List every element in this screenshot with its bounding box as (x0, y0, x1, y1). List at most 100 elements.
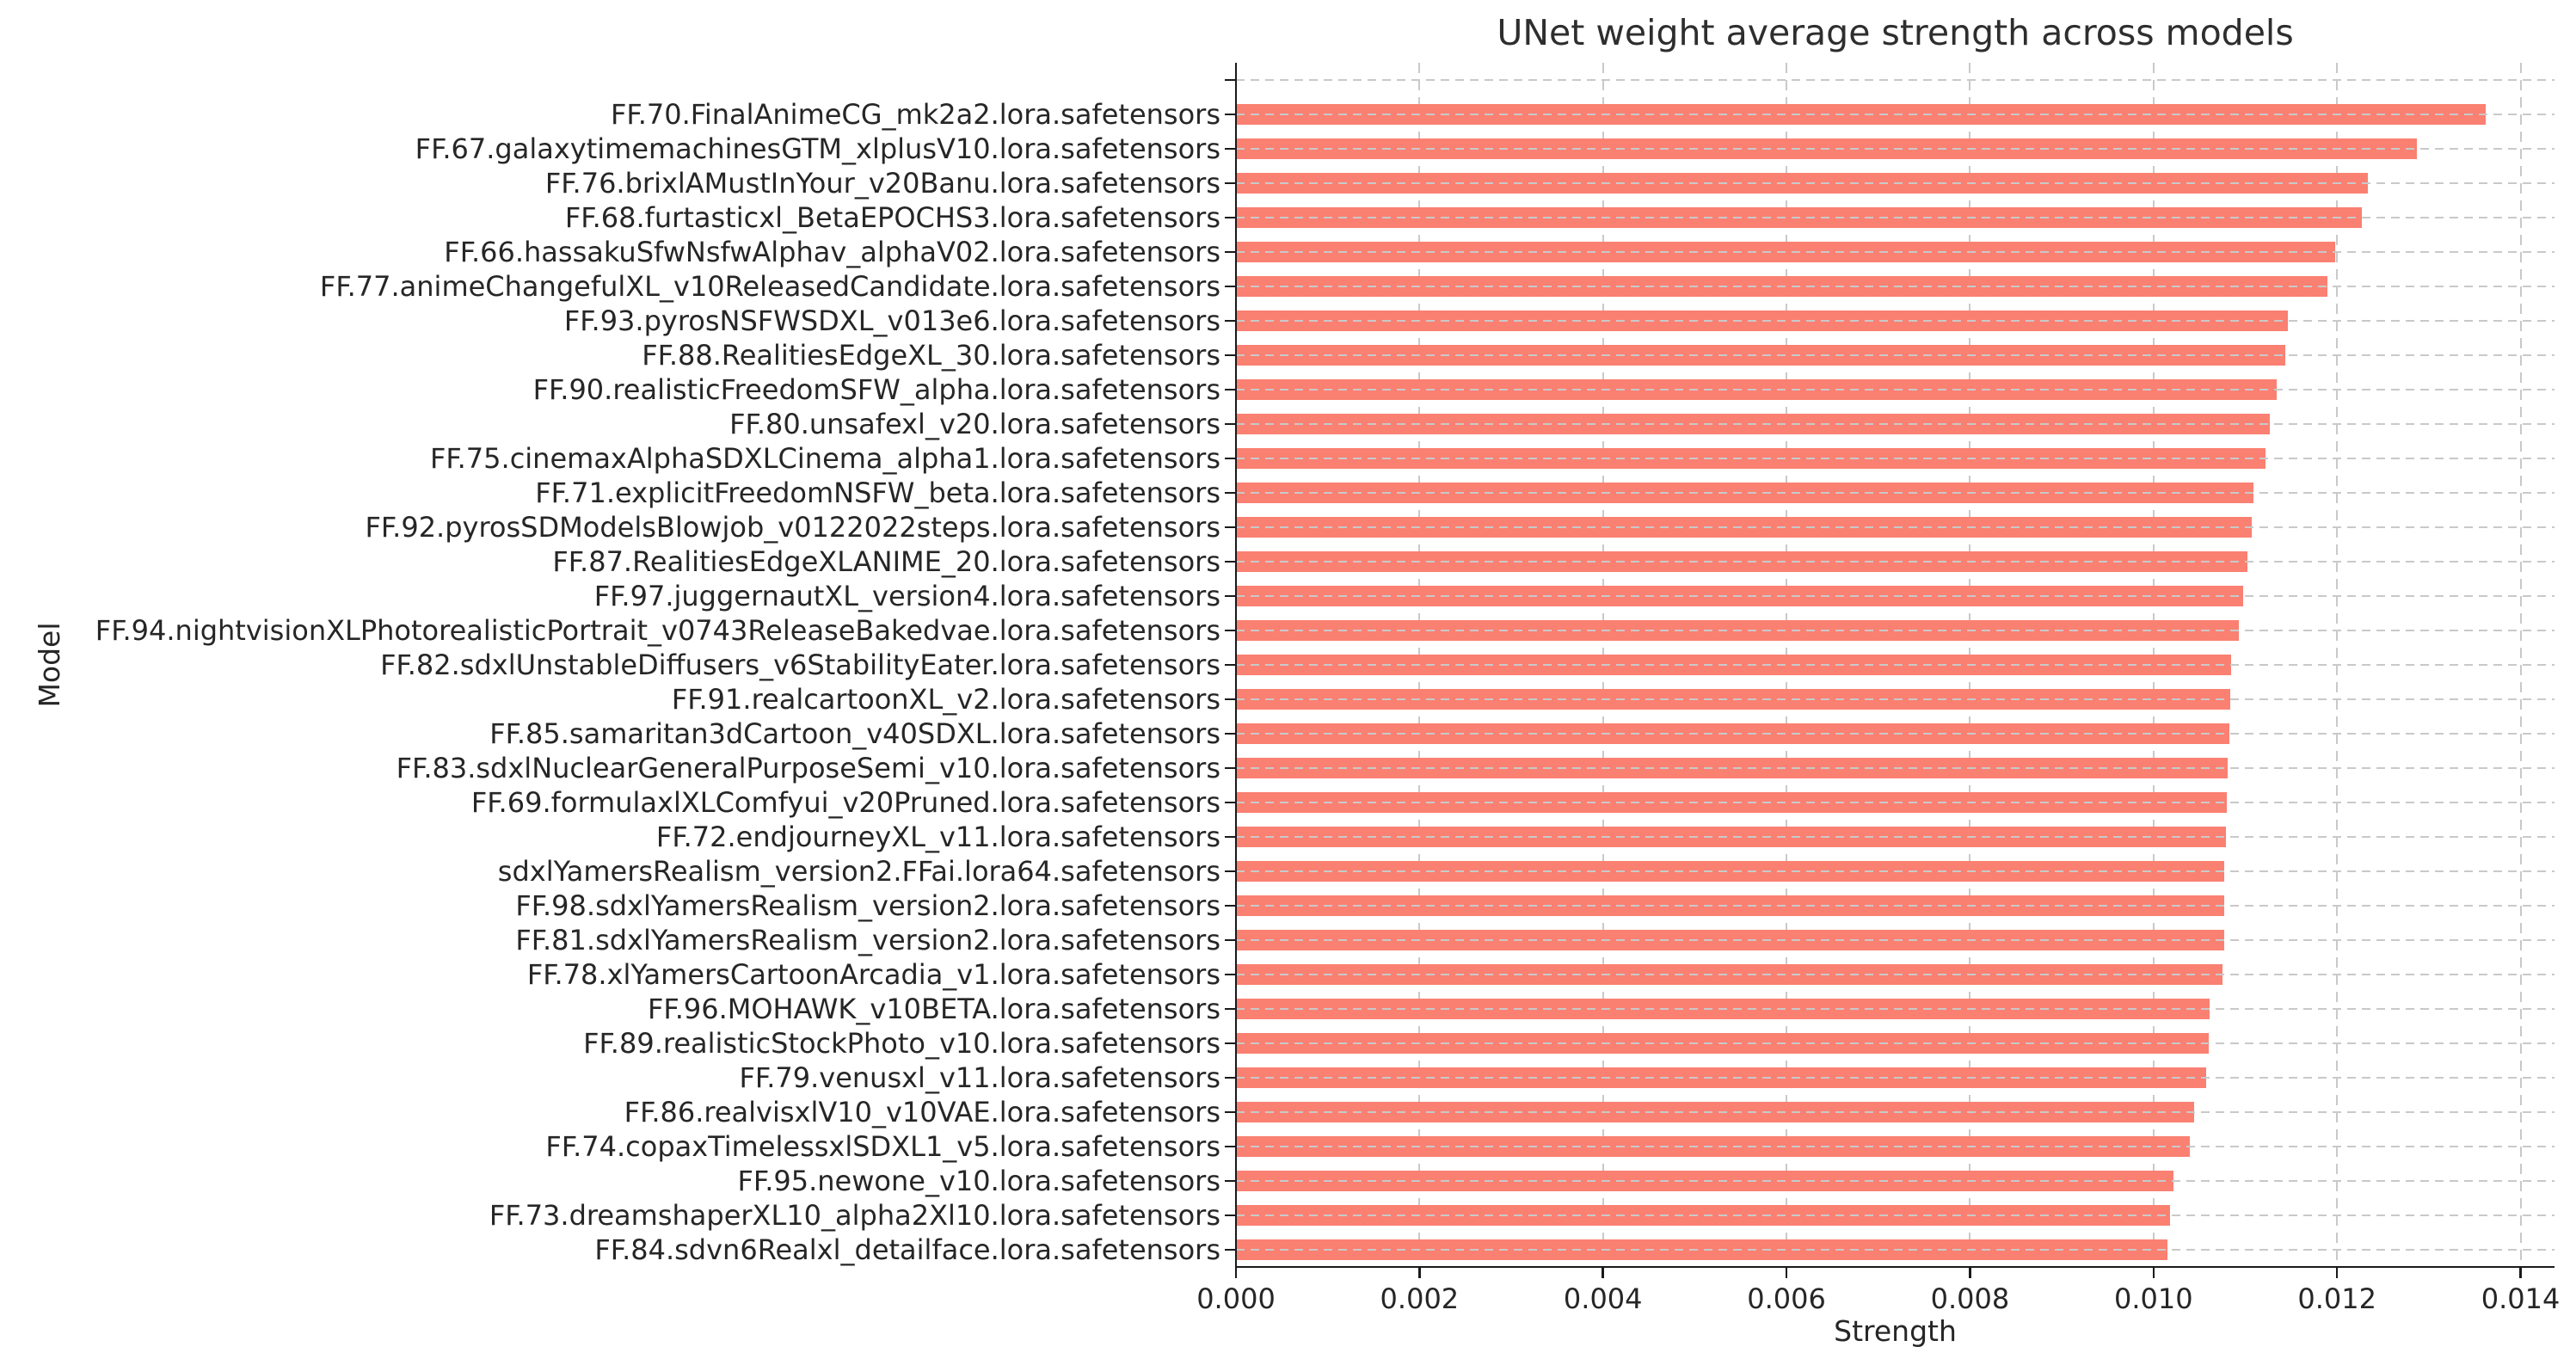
x-tick (1602, 1267, 1604, 1278)
x-tick (2152, 1267, 2155, 1278)
gridline-h (1236, 561, 2554, 563)
gridline-h (1236, 526, 2554, 528)
y-tick (1225, 1248, 1236, 1251)
y-tick (1225, 1076, 1236, 1079)
y-tick (1225, 1214, 1236, 1217)
y-axis-spine (1234, 63, 1238, 1268)
bar-label: FF.74.copaxTimelessxlSDXL1_v5.lora.safet… (545, 1130, 1220, 1163)
bar-label: FF.97.juggernautXL_version4.lora.safeten… (593, 580, 1220, 612)
gridline-h (1236, 423, 2554, 425)
y-tick (1225, 216, 1236, 219)
y-tick (1225, 1145, 1236, 1148)
gridline-h (1236, 939, 2554, 941)
bar-label: FF.86.realvisxlV10_v10VAE.lora.safetenso… (624, 1096, 1220, 1128)
bar-label: FF.80.unsafexl_v20.lora.safetensors (729, 408, 1220, 440)
bar-label: FF.87.RealitiesEdgeXLANIME_20.lora.safet… (552, 545, 1220, 578)
chart-title: UNet weight average strength across mode… (1497, 12, 2294, 53)
bar-label: FF.67.galaxytimemachinesGTM_xlplusV10.lo… (415, 132, 1220, 165)
y-tick (1225, 457, 1236, 460)
bar-label: FF.83.sdxlNuclearGeneralPurposeSemi_v10.… (396, 752, 1220, 784)
x-tick (2335, 1267, 2339, 1278)
y-tick (1225, 594, 1236, 598)
y-tick (1225, 663, 1236, 667)
x-tick (2519, 1267, 2522, 1278)
bar-label: FF.93.pyrosNSFWSDXL_v013e6.lora.safetens… (563, 304, 1220, 337)
y-tick (1225, 181, 1236, 185)
y-tick (1225, 973, 1236, 976)
gridline-h (1236, 286, 2554, 287)
bar-label: FF.72.endjourneyXL_v11.lora.safetensors (655, 821, 1220, 853)
bar-label: FF.91.realcartoonXL_v2.lora.safetensors (671, 683, 1220, 716)
bar-label: FF.69.formulaxlXLComfyui_v20Pruned.lora.… (470, 786, 1220, 819)
bar-label: FF.95.newone_v10.lora.safetensors (737, 1165, 1220, 1197)
gridline-h (1236, 79, 2554, 81)
y-tick (1225, 732, 1236, 735)
gridline-h (1236, 1249, 2554, 1251)
gridline-h (1236, 802, 2554, 803)
bar-label: FF.78.xlYamersCartoonArcadia_v1.lora.saf… (526, 958, 1220, 991)
bar-label: FF.81.sdxlYamersRealism_version2.lora.sa… (515, 924, 1220, 956)
gridline-h (1236, 1008, 2554, 1010)
bar-label: FF.88.RealitiesEdgeXL_30.lora.safetensor… (642, 339, 1220, 372)
x-tick (1234, 1267, 1238, 1278)
bar-label: FF.66.hassakuSfwNsfwAlphav_alphaV02.lora… (444, 236, 1220, 268)
bar-label: FF.76.brixlAMustInYour_v20Banu.lora.safe… (544, 167, 1220, 200)
y-tick (1225, 526, 1236, 529)
bar-label: FF.90.realisticFreedomSFW_alpha.lora.saf… (532, 373, 1220, 406)
gridline-h (1236, 1077, 2554, 1079)
x-tick-label: 0.000 (1196, 1282, 1276, 1315)
bar-label: FF.94.nightvisionXLPhotorealisticPortrai… (95, 614, 1220, 647)
y-tick (1225, 1042, 1236, 1045)
y-tick (1225, 250, 1236, 254)
y-tick (1225, 938, 1236, 942)
gridline-h (1236, 1042, 2554, 1044)
x-tick-label: 0.010 (2113, 1282, 2193, 1315)
y-tick (1225, 560, 1236, 563)
x-axis-label: Strength (1834, 1314, 1957, 1348)
y-tick (1225, 422, 1236, 426)
gridline-h (1236, 182, 2554, 184)
y-tick (1225, 78, 1236, 82)
gridline-h (1236, 974, 2554, 975)
y-tick (1225, 113, 1236, 116)
y-tick (1225, 1179, 1236, 1183)
y-tick (1225, 629, 1236, 632)
y-tick (1225, 766, 1236, 770)
gridline-h (1236, 320, 2554, 322)
bar-label: FF.96.MOHAWK_v10BETA.lora.safetensors (648, 993, 1220, 1025)
bar-label: FF.79.venusxl_v11.lora.safetensors (739, 1061, 1220, 1094)
gridline-h (1236, 767, 2554, 769)
bar-label: FF.82.sdxlUnstableDiffusers_v6StabilityE… (380, 649, 1220, 681)
gridline-h (1236, 733, 2554, 735)
gridline-h (1236, 1180, 2554, 1182)
gridline-h (1236, 458, 2554, 459)
bar-label: FF.77.animeChangefulXL_v10ReleasedCandid… (319, 270, 1220, 303)
bar-label: FF.73.dreamshaperXL10_alpha2Xl10.lora.sa… (489, 1199, 1220, 1232)
y-tick (1225, 491, 1236, 495)
y-tick (1225, 835, 1236, 839)
gridline-h (1236, 217, 2554, 218)
x-axis-spine (1234, 1265, 2554, 1269)
gridline-h (1236, 251, 2554, 253)
y-tick (1225, 801, 1236, 804)
x-tick-label: 0.006 (1747, 1282, 1826, 1315)
bar-label: FF.98.sdxlYamersRealism_version2.lora.sa… (515, 889, 1220, 922)
x-tick (1969, 1267, 1971, 1278)
x-tick (1418, 1267, 1421, 1278)
gridline-h (1236, 836, 2554, 838)
bar-label: FF.85.samaritan3dCartoon_v40SDXL.lora.sa… (489, 717, 1220, 750)
gridline-h (1236, 664, 2554, 666)
bar-label: FF.92.pyrosSDModelsBlowjob_v0122022steps… (365, 511, 1220, 544)
x-tick (1785, 1267, 1788, 1278)
y-tick (1225, 354, 1236, 357)
y-tick (1225, 319, 1236, 323)
gridline-h (1236, 114, 2554, 115)
gridline-h (1236, 389, 2554, 390)
gridline-h (1236, 870, 2554, 872)
y-tick (1225, 1007, 1236, 1011)
x-tick-label: 0.014 (2481, 1282, 2561, 1315)
bar-label: sdxlYamersRealism_version2.FFai.lora64.s… (497, 855, 1220, 888)
bar-label: FF.71.explicitFreedomNSFW_beta.lora.safe… (535, 477, 1220, 509)
